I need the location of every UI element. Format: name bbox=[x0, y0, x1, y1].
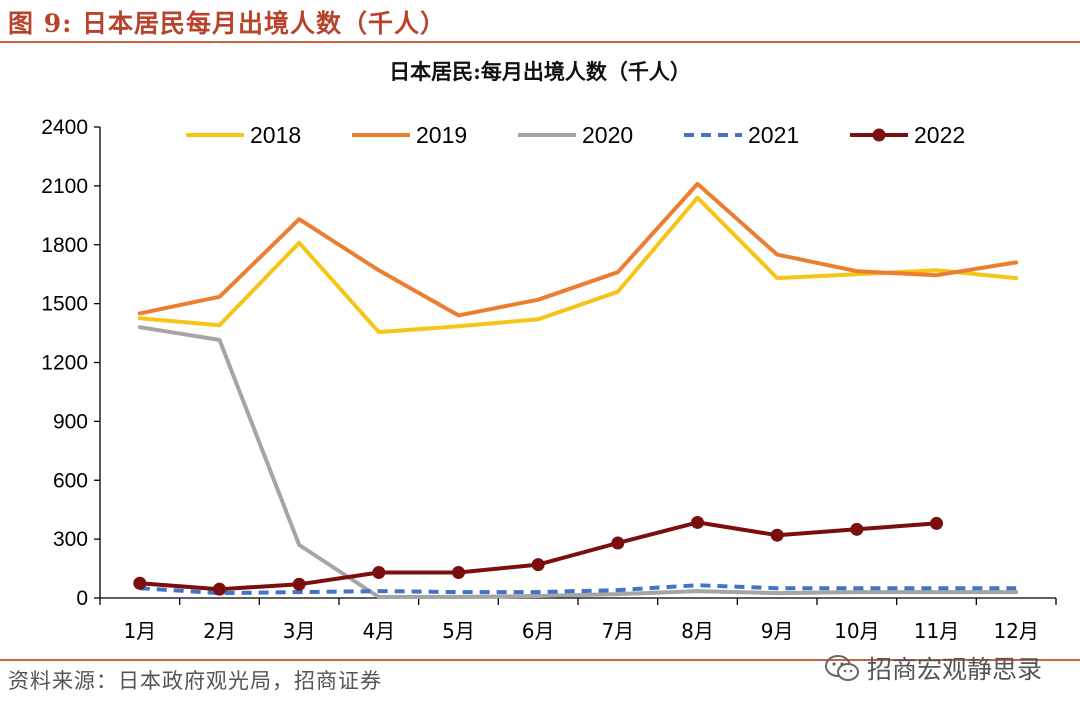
data-point-2022 bbox=[372, 565, 386, 579]
chart-title: 日本居民:每月出境人数（千人） bbox=[389, 59, 691, 84]
x-tick-label: 4月 bbox=[362, 619, 395, 643]
x-tick-label: 8月 bbox=[681, 619, 714, 643]
series-line-2018 bbox=[137, 195, 1019, 335]
watermark-text: 招商宏观静思录 bbox=[866, 655, 1042, 684]
x-tick-label: 6月 bbox=[522, 619, 555, 643]
legend-marker-2022 bbox=[872, 128, 886, 142]
watermark: 招商宏观静思录 bbox=[823, 650, 1042, 686]
legend-label-2018: 2018 bbox=[250, 122, 301, 148]
y-tick-label: 2400 bbox=[41, 116, 88, 139]
legend-label-2021: 2021 bbox=[748, 122, 799, 148]
x-tick-label: 3月 bbox=[283, 619, 316, 643]
x-tick-label: 2月 bbox=[203, 619, 236, 643]
y-tick-label: 0 bbox=[76, 587, 88, 610]
data-point-2022 bbox=[213, 582, 226, 596]
data-point-2022 bbox=[770, 528, 784, 542]
x-tick-label: 5月 bbox=[442, 619, 475, 643]
data-point-2022 bbox=[133, 576, 147, 590]
data-point-2022 bbox=[452, 565, 465, 579]
y-tick-label: 2100 bbox=[41, 175, 88, 198]
top-divider bbox=[0, 41, 1080, 43]
x-tick-label: 1月 bbox=[123, 619, 156, 643]
series-line-2020 bbox=[137, 325, 1019, 599]
y-tick-label: 1500 bbox=[41, 293, 88, 316]
source-note: 资料来源：日本政府观光局，招商证券 bbox=[8, 669, 382, 693]
legend-label-2020: 2020 bbox=[582, 122, 633, 148]
data-point-2022 bbox=[691, 515, 704, 529]
data-point-2022 bbox=[611, 536, 625, 550]
y-tick-label: 300 bbox=[53, 528, 88, 551]
x-tick-label: 10月 bbox=[834, 619, 879, 643]
data-point-2022 bbox=[850, 522, 864, 536]
wechat-icon bbox=[824, 655, 859, 681]
figure-label: 图 9: 日本居民每月出境人数（千人） bbox=[8, 9, 447, 38]
series-line-2022 bbox=[137, 520, 939, 592]
x-tick-label: 12月 bbox=[993, 619, 1038, 643]
legend-label-2022: 2022 bbox=[914, 122, 965, 148]
y-tick-label: 900 bbox=[53, 410, 88, 433]
data-point-2022 bbox=[930, 516, 943, 530]
y-tick-label: 600 bbox=[53, 469, 88, 492]
data-point-2022 bbox=[292, 577, 306, 591]
legend-label-2019: 2019 bbox=[416, 122, 467, 148]
x-tick-label: 7月 bbox=[601, 619, 634, 643]
x-tick-label: 11月 bbox=[914, 619, 959, 643]
data-point-2022 bbox=[531, 558, 545, 572]
series-line-2019 bbox=[137, 181, 1019, 318]
y-tick-label: 1200 bbox=[41, 352, 88, 375]
bottom-divider bbox=[0, 659, 1080, 661]
y-tick-label: 1800 bbox=[41, 234, 88, 257]
x-tick-label: 9月 bbox=[761, 619, 794, 643]
